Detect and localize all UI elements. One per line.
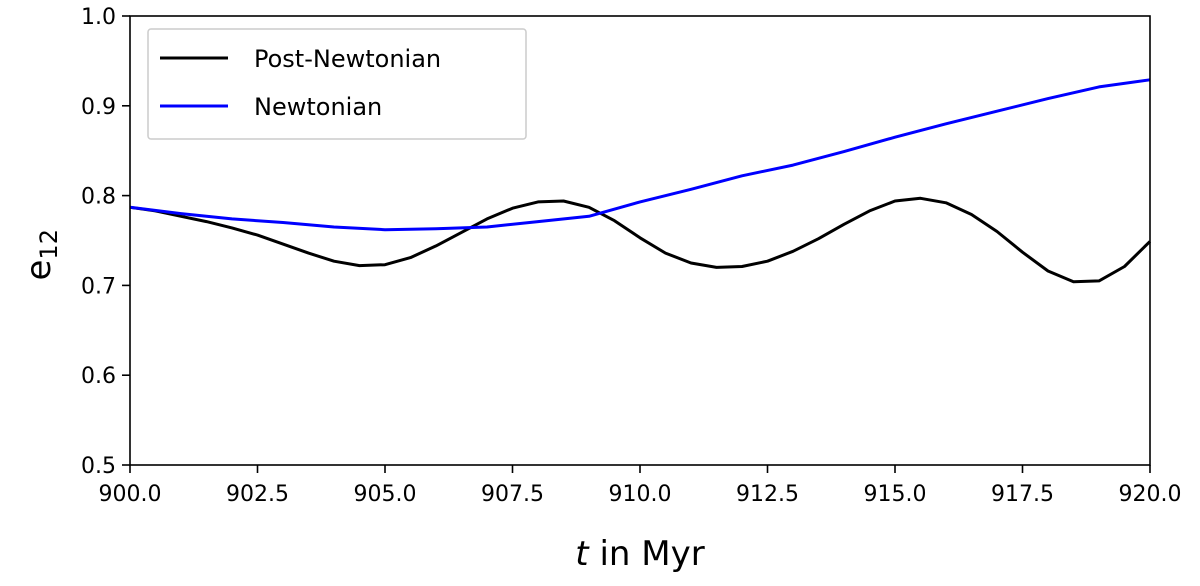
y-tick-label: 0.7 [81, 274, 116, 299]
y-tick-label: 0.8 [81, 185, 116, 210]
x-tick-label: 905.0 [354, 482, 417, 507]
x-tick-label: 902.5 [226, 482, 289, 507]
legend-box [147, 28, 527, 140]
x-axis-label-variable: t [575, 534, 590, 574]
legend-label-newtonian: Newtonian [254, 93, 382, 121]
series-line-post-newtonian [129, 196, 1152, 284]
y-axis-label-main: e [19, 260, 59, 281]
x-tick-label: 920.0 [1119, 482, 1182, 507]
y-tick-label: 0.5 [81, 454, 116, 479]
x-tick-label: 912.5 [736, 482, 799, 507]
series-line-newtonian [129, 78, 1151, 232]
y-axis-label: e12 [19, 229, 63, 280]
x-axis-ticks: 900.0 902.5 905.0 907.5 910.0 912.5 915.0 917.5… [99, 465, 1182, 507]
y-tick-label: 1.0 [81, 5, 116, 30]
plot-lines [129, 78, 1152, 284]
x-tick-label: 917.5 [991, 482, 1054, 507]
legend-label-post-newtonian: Post-Newtonian [254, 45, 441, 73]
x-axis-label-unit: in Myr [589, 534, 705, 574]
y-axis-ticks: 0.5 0.6 0.7 0.8 0.9 1.0 [81, 5, 130, 479]
x-tick-label: 900.0 [99, 482, 162, 507]
x-tick-label: 907.5 [481, 482, 544, 507]
y-tick-label: 0.9 [81, 95, 116, 120]
y-axis-label-subscript: 12 [35, 229, 63, 260]
y-tick-label: 0.6 [81, 364, 116, 389]
x-axis-label: t in Myr [575, 534, 704, 574]
x-tick-label: 910.0 [609, 482, 672, 507]
legend: Post-Newtonian Newtonian [147, 28, 527, 140]
x-tick-label: 915.0 [864, 482, 927, 507]
